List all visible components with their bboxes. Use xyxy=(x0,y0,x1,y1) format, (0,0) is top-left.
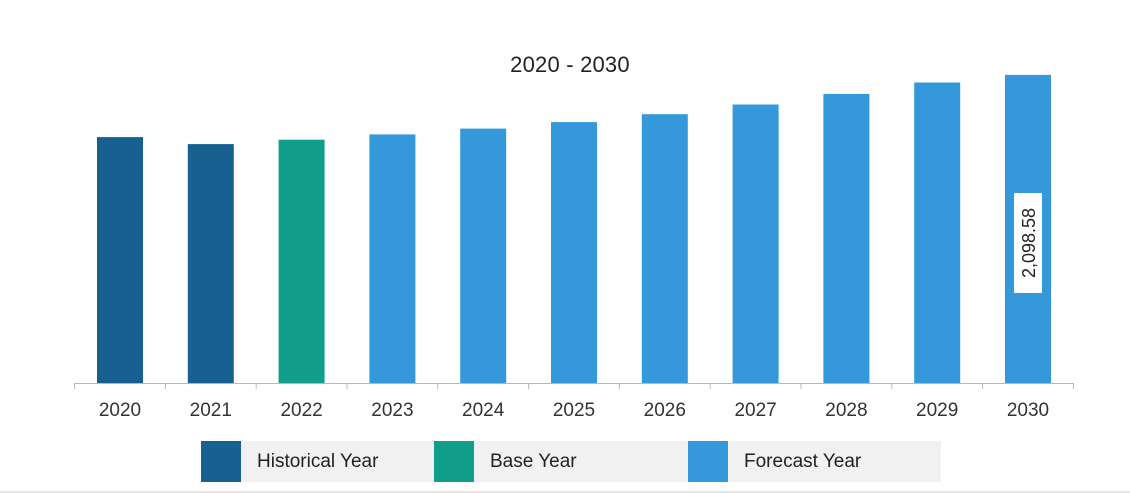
x-tick-label-2029: 2029 xyxy=(916,400,958,421)
legend-label-forecast: Forecast Year xyxy=(744,450,862,472)
legend-swatch-base xyxy=(434,441,474,482)
bars-layer xyxy=(97,74,1051,384)
bar-2027 xyxy=(732,104,779,383)
bottom-divider xyxy=(0,491,1130,493)
bar-2029 xyxy=(914,82,961,383)
chart-title: 2020 - 2030 xyxy=(510,52,630,77)
x-tick-label-2028: 2028 xyxy=(825,400,867,421)
bar-2020 xyxy=(97,137,143,383)
bar-2022 xyxy=(278,139,325,383)
x-tick-label-2021: 2021 xyxy=(190,400,232,421)
x-tick-label-2027: 2027 xyxy=(734,400,776,421)
bar-2024 xyxy=(460,128,507,383)
legend-label-base: Base Year xyxy=(490,450,577,472)
data-label-background xyxy=(1014,193,1042,293)
bar-2028 xyxy=(823,93,870,384)
legend-swatch-historical xyxy=(201,441,241,482)
x-tick-label-2030: 2030 xyxy=(1007,400,1049,421)
data-label-2030: 2,098.58 xyxy=(1014,193,1042,293)
x-tick-label-2020: 2020 xyxy=(99,400,141,421)
x-tick-label-2023: 2023 xyxy=(371,400,413,421)
legend-item-forecast: Forecast Year xyxy=(688,441,861,482)
x-tick-label-2026: 2026 xyxy=(644,400,686,421)
data-label-text: 2,098.58 xyxy=(1019,208,1039,278)
bar-2021 xyxy=(187,144,234,383)
legend: Historical Year Base Year Forecast Year xyxy=(201,441,941,482)
bar-2025 xyxy=(551,122,597,383)
legend-label-historical: Historical Year xyxy=(257,450,379,472)
x-tick-label-2024: 2024 xyxy=(462,400,505,421)
bar-2026 xyxy=(641,114,688,383)
legend-swatch-forecast xyxy=(688,441,728,482)
legend-item-base: Base Year xyxy=(434,441,688,482)
bar-2023 xyxy=(369,134,416,383)
x-tick-label-2025: 2025 xyxy=(553,400,595,421)
legend-item-historical: Historical Year xyxy=(201,441,434,482)
x-tick-label-2022: 2022 xyxy=(280,400,322,421)
x-axis: 2020 2021 2022 2023 2024 2025 2026 2027 2028 2029… xyxy=(74,383,1074,421)
data-labels-layer: 2,098.58 xyxy=(1014,193,1042,293)
